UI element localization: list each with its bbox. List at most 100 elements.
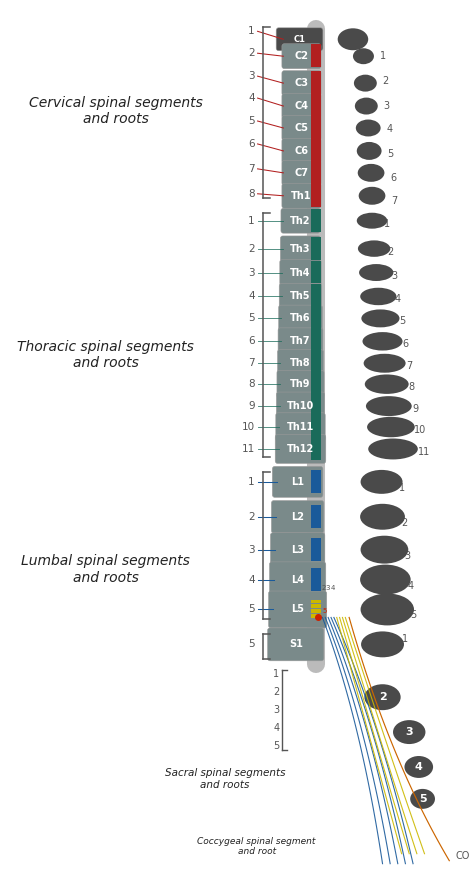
- FancyBboxPatch shape: [278, 328, 323, 355]
- FancyBboxPatch shape: [271, 532, 325, 567]
- FancyBboxPatch shape: [310, 161, 321, 184]
- FancyBboxPatch shape: [275, 434, 326, 464]
- Text: L3: L3: [291, 545, 304, 555]
- Text: 10: 10: [242, 422, 255, 432]
- Text: 5: 5: [248, 605, 255, 615]
- Ellipse shape: [368, 439, 418, 459]
- Text: 10: 10: [414, 425, 426, 435]
- Text: 1: 1: [248, 26, 255, 36]
- FancyBboxPatch shape: [310, 306, 321, 329]
- Text: C1: C1: [293, 34, 306, 44]
- Ellipse shape: [358, 240, 391, 257]
- FancyBboxPatch shape: [269, 591, 327, 628]
- Ellipse shape: [361, 470, 402, 494]
- FancyBboxPatch shape: [282, 161, 321, 185]
- FancyBboxPatch shape: [272, 501, 324, 533]
- Text: 1: 1: [248, 477, 255, 487]
- Text: L2: L2: [291, 512, 304, 522]
- FancyBboxPatch shape: [281, 236, 320, 261]
- FancyBboxPatch shape: [310, 394, 321, 417]
- FancyBboxPatch shape: [310, 208, 321, 231]
- Text: 4: 4: [248, 575, 255, 585]
- FancyBboxPatch shape: [282, 139, 321, 163]
- Ellipse shape: [360, 288, 396, 306]
- Text: C3: C3: [294, 78, 309, 88]
- FancyBboxPatch shape: [276, 392, 325, 420]
- Text: 1: 1: [383, 219, 390, 229]
- Ellipse shape: [365, 684, 401, 710]
- Text: 6: 6: [402, 339, 409, 350]
- FancyBboxPatch shape: [310, 329, 321, 352]
- Ellipse shape: [361, 593, 414, 625]
- Text: 7: 7: [406, 361, 413, 371]
- FancyBboxPatch shape: [310, 184, 321, 207]
- FancyBboxPatch shape: [310, 415, 321, 438]
- Text: Th9: Th9: [290, 379, 311, 389]
- FancyBboxPatch shape: [310, 237, 321, 260]
- Text: Th11: Th11: [287, 422, 314, 432]
- FancyBboxPatch shape: [310, 568, 321, 591]
- Text: 5: 5: [273, 741, 280, 751]
- Text: C5: C5: [294, 123, 309, 133]
- FancyBboxPatch shape: [276, 27, 323, 50]
- Text: 5: 5: [322, 608, 327, 615]
- Text: 6: 6: [248, 336, 255, 346]
- Text: 3: 3: [404, 551, 410, 561]
- Text: 2: 2: [248, 49, 255, 58]
- Ellipse shape: [366, 396, 412, 416]
- Ellipse shape: [357, 213, 387, 229]
- Text: 5: 5: [248, 116, 255, 126]
- FancyBboxPatch shape: [310, 600, 321, 603]
- Text: 5: 5: [419, 794, 427, 804]
- FancyBboxPatch shape: [310, 470, 321, 493]
- Text: C4: C4: [294, 101, 309, 111]
- FancyBboxPatch shape: [282, 184, 321, 208]
- Text: 6: 6: [390, 173, 396, 183]
- Ellipse shape: [354, 75, 377, 92]
- Text: 2: 2: [248, 244, 255, 253]
- Ellipse shape: [355, 98, 378, 115]
- Text: 3: 3: [248, 545, 255, 555]
- FancyBboxPatch shape: [282, 116, 321, 140]
- Text: 2: 2: [379, 692, 386, 702]
- Ellipse shape: [363, 332, 402, 351]
- Text: 5: 5: [399, 316, 405, 327]
- Text: 7: 7: [391, 196, 397, 206]
- Text: C6: C6: [294, 146, 309, 156]
- Text: Th4: Th4: [290, 268, 311, 277]
- FancyBboxPatch shape: [276, 412, 325, 442]
- Text: C7: C7: [294, 168, 309, 177]
- Text: 2: 2: [401, 517, 408, 528]
- Text: S1: S1: [289, 639, 303, 649]
- Text: Coccygeal spinal segment
and root: Coccygeal spinal segment and root: [198, 837, 316, 857]
- FancyBboxPatch shape: [279, 306, 322, 332]
- Text: 9: 9: [412, 404, 418, 414]
- FancyBboxPatch shape: [310, 284, 321, 307]
- FancyBboxPatch shape: [310, 94, 321, 117]
- FancyBboxPatch shape: [273, 466, 323, 497]
- Text: 1: 1: [399, 483, 405, 493]
- Text: 4: 4: [395, 294, 401, 305]
- FancyBboxPatch shape: [310, 609, 321, 614]
- Text: 3: 3: [405, 727, 413, 737]
- Text: 4: 4: [331, 585, 335, 591]
- FancyBboxPatch shape: [310, 72, 321, 94]
- Text: Th8: Th8: [290, 358, 311, 368]
- Text: 5: 5: [248, 313, 255, 323]
- Text: 2: 2: [383, 76, 389, 87]
- FancyBboxPatch shape: [310, 538, 321, 561]
- Ellipse shape: [353, 49, 374, 64]
- FancyBboxPatch shape: [310, 139, 321, 162]
- Ellipse shape: [393, 721, 426, 744]
- Ellipse shape: [360, 564, 410, 594]
- Text: 8: 8: [248, 189, 255, 199]
- Ellipse shape: [360, 504, 405, 530]
- FancyBboxPatch shape: [282, 94, 321, 118]
- Ellipse shape: [356, 119, 381, 137]
- Ellipse shape: [361, 631, 404, 657]
- Text: Th2: Th2: [290, 215, 311, 226]
- Text: 5: 5: [387, 149, 393, 159]
- Text: Lumbal spinal segments
and roots: Lumbal spinal segments and roots: [21, 555, 191, 585]
- FancyBboxPatch shape: [310, 605, 321, 608]
- Ellipse shape: [365, 374, 409, 394]
